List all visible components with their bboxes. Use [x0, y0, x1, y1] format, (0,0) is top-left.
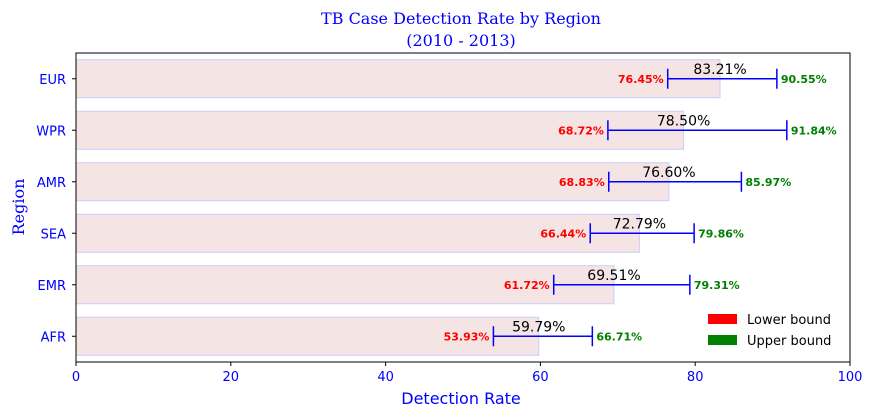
- bar-afr: [75, 316, 540, 356]
- bar-eur: [75, 59, 721, 99]
- y-tick-label: EMR: [38, 279, 66, 294]
- upper-label-sea: 79.86%: [698, 227, 744, 240]
- y-tick-label: WPR: [36, 124, 66, 139]
- plot-area: 59.79% 53.93% 66.71% 69.51% 61.72% 79.31% 72.7…: [36, 52, 863, 385]
- legend-label-lower: Lower bound: [747, 313, 831, 328]
- value-label-wpr: 78.50%: [657, 113, 710, 129]
- y-tick-label: AFR: [41, 330, 66, 345]
- y-tick-label: SEA: [41, 227, 66, 242]
- upper-label-afr: 66.71%: [596, 330, 642, 343]
- upper-label-emr: 79.31%: [694, 279, 740, 292]
- value-label-sea: 72.79%: [613, 216, 666, 232]
- value-label-afr: 59.79%: [512, 319, 565, 335]
- y-axis-label: Region: [9, 179, 28, 236]
- x-tick-label: 80: [687, 370, 704, 385]
- lower-label-sea: 66.44%: [540, 227, 586, 240]
- y-tick-label: AMR: [37, 176, 66, 191]
- upper-label-wpr: 91.84%: [791, 124, 837, 137]
- x-tick-label: 40: [377, 370, 394, 385]
- chart-title: TB Case Detection Rate by Region: [321, 9, 601, 28]
- y-tick-label: EUR: [39, 73, 66, 88]
- bar-amr: [75, 162, 670, 202]
- x-tick-label: 60: [532, 370, 549, 385]
- upper-label-eur: 90.55%: [781, 73, 827, 86]
- upper-label-amr: 85.97%: [745, 176, 791, 189]
- lower-label-amr: 68.83%: [559, 176, 605, 189]
- value-label-eur: 83.21%: [693, 62, 746, 78]
- x-axis-label: Detection Rate: [401, 389, 521, 408]
- legend-swatch-upper: [708, 335, 737, 345]
- bar-emr: [75, 265, 615, 305]
- lower-label-eur: 76.45%: [618, 73, 664, 86]
- value-label-amr: 76.60%: [642, 165, 695, 181]
- legend: Lower bound Upper bound: [708, 313, 831, 349]
- lower-label-emr: 61.72%: [504, 279, 550, 292]
- x-tick-label: 100: [838, 370, 863, 385]
- chart-subtitle: (2010 - 2013): [406, 31, 516, 50]
- lower-label-afr: 53.93%: [444, 330, 490, 343]
- plot-frame: [75, 52, 851, 363]
- legend-swatch-lower: [708, 314, 737, 324]
- x-tick-label: 20: [223, 370, 240, 385]
- legend-label-upper: Upper bound: [747, 334, 831, 349]
- x-tick-label: 0: [72, 370, 80, 385]
- bar-wpr: [75, 110, 685, 150]
- value-label-emr: 69.51%: [587, 268, 640, 284]
- lower-label-wpr: 68.72%: [558, 124, 604, 137]
- bar-sea: [75, 213, 640, 253]
